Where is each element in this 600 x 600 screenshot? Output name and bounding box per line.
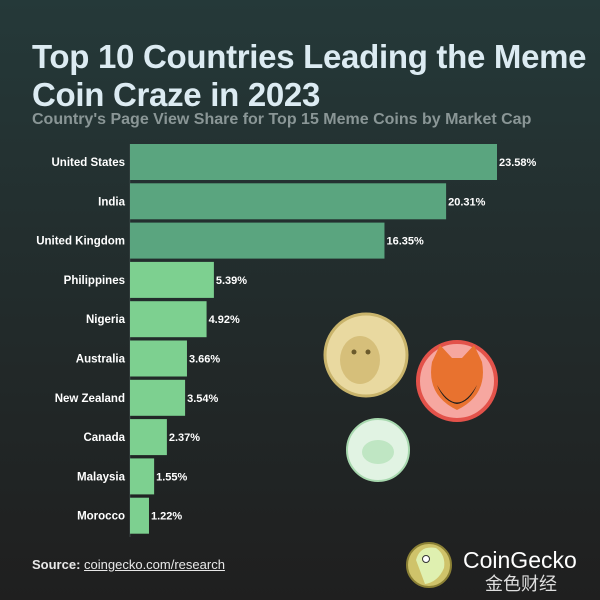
data-label: 3.66% — [189, 354, 220, 366]
data-label: 23.58% — [499, 157, 537, 169]
bar — [130, 301, 207, 338]
data-label: 4.92% — [209, 314, 240, 326]
category-label: United States — [52, 157, 126, 169]
brand-name: CoinGecko — [463, 547, 577, 573]
bar — [130, 419, 167, 456]
watermark: 金色财经 — [485, 574, 557, 594]
bar — [130, 183, 447, 220]
data-label: 1.22% — [151, 511, 182, 523]
category-label: Morocco — [77, 511, 125, 523]
source-link[interactable]: coingecko.com/research — [84, 557, 225, 572]
bar — [130, 379, 186, 416]
pepe-coin-icon — [346, 418, 410, 482]
source-label: Source: — [32, 557, 81, 572]
category-label: India — [98, 196, 125, 208]
doge-coin-icon — [323, 312, 409, 398]
category-label: New Zealand — [55, 393, 125, 405]
data-label: 1.55% — [156, 471, 187, 483]
category-label: United Kingdom — [36, 236, 125, 248]
coingecko-logo-icon — [406, 542, 452, 588]
data-label: 3.54% — [187, 393, 218, 405]
chart-subtitle: Country's Page View Share for Top 15 Mem… — [32, 111, 532, 128]
bar — [130, 497, 149, 534]
data-label: 5.39% — [216, 275, 247, 287]
category-label: Australia — [76, 354, 126, 366]
bar — [130, 222, 385, 259]
chart-title: Top 10 Countries Leading the Meme Coin C… — [32, 38, 587, 113]
bar — [130, 144, 497, 180]
bar — [130, 340, 187, 377]
bar — [130, 261, 214, 298]
category-label: Philippines — [64, 275, 125, 287]
shiba-inu-coin-icon — [416, 340, 498, 422]
data-label: 16.35% — [386, 236, 424, 248]
category-label: Canada — [83, 432, 125, 444]
category-label: Nigeria — [86, 314, 126, 326]
bar — [130, 458, 155, 495]
data-label: 20.31% — [448, 196, 486, 208]
data-label: 2.37% — [169, 432, 200, 444]
source-note: Source: coingecko.com/research — [32, 557, 225, 572]
category-label: Malaysia — [77, 471, 126, 483]
